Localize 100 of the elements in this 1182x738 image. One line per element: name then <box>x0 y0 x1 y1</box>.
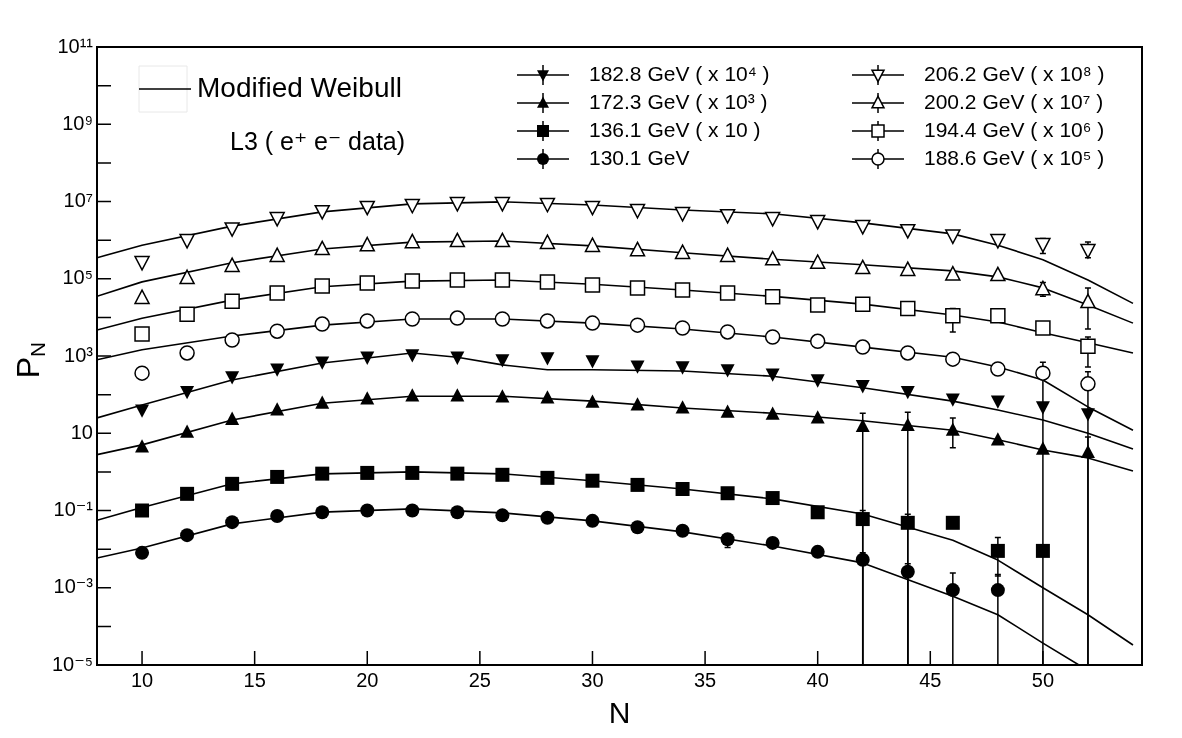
point <box>990 233 1006 249</box>
point <box>630 477 645 492</box>
point <box>585 355 600 369</box>
point <box>495 354 510 368</box>
point <box>359 236 376 252</box>
y-tick-label: 10⁻¹ <box>53 498 94 521</box>
point <box>855 552 870 567</box>
point <box>134 289 150 305</box>
point <box>719 285 736 301</box>
point <box>495 389 510 403</box>
point <box>809 333 826 350</box>
point <box>629 203 646 219</box>
point <box>359 313 376 329</box>
point <box>135 439 150 453</box>
point <box>315 466 330 481</box>
point <box>180 385 195 400</box>
point <box>945 351 961 367</box>
point <box>764 211 781 227</box>
point <box>900 564 915 579</box>
point <box>314 278 330 294</box>
point <box>224 332 240 348</box>
point <box>629 280 646 296</box>
point <box>539 197 556 213</box>
point <box>809 254 826 270</box>
point <box>584 277 601 293</box>
x-tick-label: 35 <box>693 668 717 691</box>
point <box>584 200 601 216</box>
point <box>494 311 511 327</box>
y-tick-label: 10⁷ <box>63 189 93 212</box>
y-tick-label: 10⁹ <box>62 111 93 134</box>
point <box>449 196 466 212</box>
point <box>269 285 285 301</box>
point <box>450 351 465 365</box>
point <box>405 465 420 480</box>
point <box>719 324 736 340</box>
x-tick-label: 45 <box>919 668 942 691</box>
point <box>990 583 1005 598</box>
point <box>675 400 690 414</box>
point <box>270 509 285 524</box>
point <box>900 223 916 239</box>
point <box>135 503 150 518</box>
point <box>945 308 961 324</box>
point <box>675 482 690 497</box>
point <box>494 232 511 248</box>
point <box>765 406 780 420</box>
point <box>405 388 420 402</box>
point <box>720 486 735 501</box>
point <box>810 374 825 388</box>
point <box>360 503 375 518</box>
point <box>539 313 556 329</box>
point <box>360 351 375 365</box>
point <box>180 486 195 501</box>
point <box>854 259 871 275</box>
point <box>404 311 421 327</box>
point <box>990 543 1005 558</box>
x-tick-label: 20 <box>356 668 379 691</box>
point <box>629 317 646 333</box>
y-axis-title: PN <box>9 341 50 379</box>
point <box>540 390 555 404</box>
legend-label: Modified Weibull <box>197 71 402 103</box>
point <box>540 510 555 525</box>
y-tick-label: 10¹¹ <box>57 34 94 57</box>
point <box>990 395 1005 409</box>
legend-label: 136.1 GeV ( x 10 ) <box>589 117 761 141</box>
point <box>764 250 781 266</box>
point <box>404 198 421 214</box>
point <box>945 393 960 407</box>
point <box>315 505 330 520</box>
point <box>224 222 240 237</box>
point <box>990 432 1005 446</box>
point <box>450 466 465 481</box>
point <box>630 520 645 535</box>
point <box>855 512 870 527</box>
point <box>990 308 1006 324</box>
point <box>810 410 825 424</box>
point <box>540 352 555 366</box>
x-tick-label: 10 <box>130 668 154 691</box>
point <box>180 528 195 543</box>
point <box>854 219 871 235</box>
point <box>990 266 1006 282</box>
point <box>224 257 240 273</box>
point <box>945 265 961 281</box>
point <box>225 476 240 491</box>
point <box>900 385 915 400</box>
y-tick-label: 10 <box>70 420 93 443</box>
point <box>359 200 376 216</box>
point <box>404 273 421 289</box>
point <box>900 261 916 277</box>
point <box>1035 237 1051 253</box>
point <box>1080 376 1096 392</box>
point <box>494 272 511 288</box>
legend-label: 206.2 GeV ( x 10⁸ ) <box>924 61 1105 85</box>
point <box>314 204 330 220</box>
point <box>765 535 780 550</box>
y-tick-label: 10⁻⁵ <box>51 652 93 675</box>
point <box>945 515 960 530</box>
point <box>359 275 376 291</box>
point <box>1080 293 1096 309</box>
point <box>900 417 915 431</box>
legend-label: 172.3 GeV ( x 10³ ) <box>589 89 768 113</box>
